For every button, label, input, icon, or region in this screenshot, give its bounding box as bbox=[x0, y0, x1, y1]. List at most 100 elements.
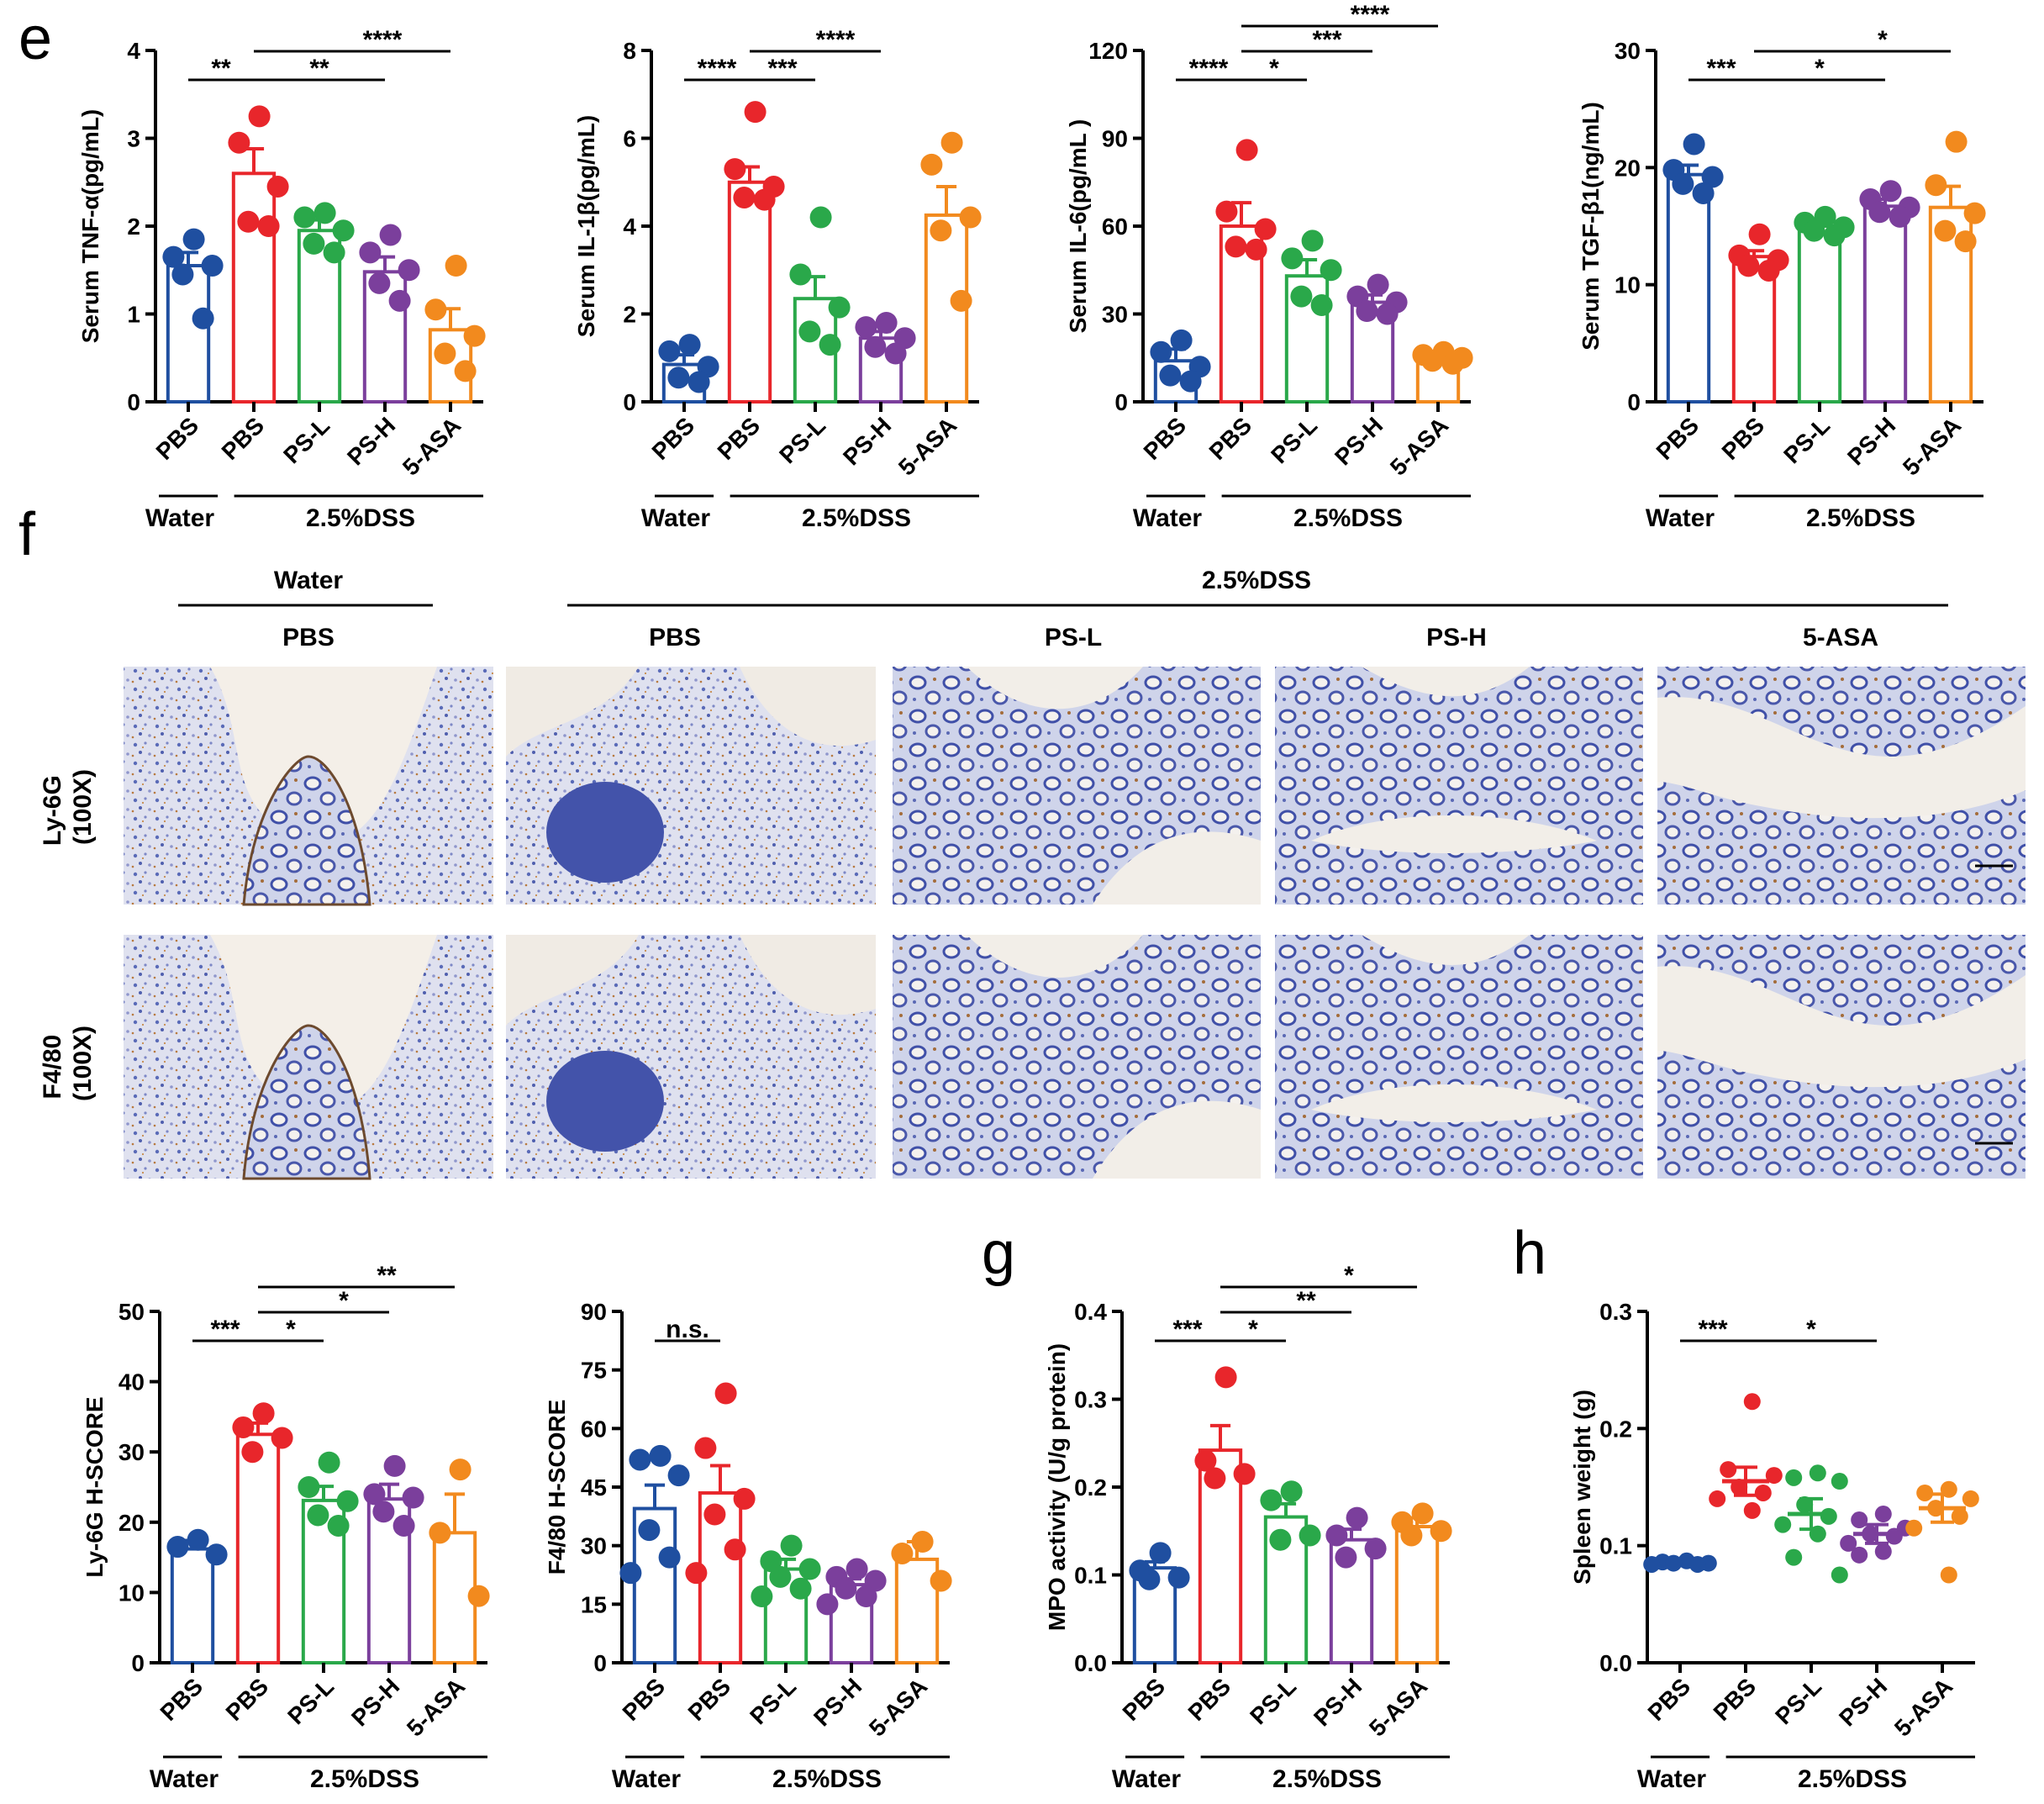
data-point bbox=[1785, 1548, 1803, 1566]
micrograph-r1-c4 bbox=[1657, 935, 2026, 1179]
micrograph-r0-c1 bbox=[506, 667, 876, 905]
x-tick-label: PS-H bbox=[1834, 1673, 1892, 1731]
data-point bbox=[1665, 1554, 1683, 1572]
data-point bbox=[789, 263, 812, 286]
data-point bbox=[1874, 1506, 1892, 1523]
data-point bbox=[363, 1483, 386, 1506]
x-tick-label: PS-H bbox=[809, 1673, 867, 1731]
group-label-dss: 2.5%DSS bbox=[1272, 1765, 1382, 1793]
y-axis-label: Serum IL-6(pg/mL ) bbox=[1065, 119, 1091, 334]
data-point bbox=[1916, 1484, 1934, 1501]
data-point bbox=[1290, 285, 1313, 308]
data-point bbox=[1269, 1528, 1292, 1551]
data-point bbox=[940, 131, 963, 154]
bar bbox=[1862, 204, 1908, 404]
y-tick-label: 4 bbox=[127, 38, 140, 64]
data-point bbox=[1701, 166, 1724, 188]
y-tick-label: 0.4 bbox=[1074, 1299, 1107, 1325]
histology-row-0-label: Ly-6G (100X) bbox=[39, 768, 97, 846]
x-tick-label: PBS bbox=[1643, 1673, 1696, 1726]
micrograph-r0-c4 bbox=[1657, 667, 2026, 905]
data-point bbox=[1376, 303, 1399, 325]
data-point bbox=[891, 1542, 914, 1564]
y-tick-label: 10 bbox=[119, 1580, 145, 1606]
y-tick-label: 90 bbox=[581, 1299, 607, 1325]
data-point bbox=[1851, 1546, 1868, 1564]
data-point bbox=[1325, 1524, 1348, 1547]
y-tick-label: 8 bbox=[623, 38, 636, 64]
data-point bbox=[467, 1585, 490, 1607]
data-point bbox=[1643, 1555, 1661, 1573]
x-tick-label: PBS bbox=[618, 1673, 671, 1726]
data-point bbox=[1346, 1506, 1368, 1529]
data-point bbox=[1925, 174, 1947, 197]
sig-label: * bbox=[1878, 26, 1888, 54]
data-point bbox=[658, 340, 681, 362]
data-point bbox=[798, 320, 821, 343]
x-tick-label: PS-L bbox=[1266, 412, 1322, 468]
y-tick-label: 4 bbox=[623, 214, 636, 240]
data-point bbox=[724, 158, 746, 181]
data-point bbox=[266, 175, 289, 198]
y-tick-label: 30 bbox=[1615, 38, 1641, 64]
micrograph-r0-c0 bbox=[124, 667, 493, 906]
data-point bbox=[1889, 205, 1911, 228]
x-tick-label: PBS bbox=[155, 1673, 208, 1726]
histology-row-1-label: F4/80 (100X) bbox=[39, 1026, 97, 1101]
y-tick-label: 50 bbox=[119, 1299, 145, 1325]
data-point bbox=[1885, 1527, 1903, 1545]
data-point bbox=[293, 206, 316, 229]
data-point bbox=[1868, 201, 1891, 224]
data-point bbox=[911, 1531, 934, 1553]
data-point bbox=[1809, 1464, 1826, 1482]
histology-col-2: PS-L bbox=[1045, 624, 1102, 651]
group-label-water: Water bbox=[612, 1765, 682, 1793]
data-point bbox=[1281, 247, 1304, 270]
data-point bbox=[1934, 219, 1957, 242]
data-point bbox=[1840, 1534, 1857, 1552]
data-point bbox=[1367, 273, 1389, 296]
data-point bbox=[1245, 238, 1267, 261]
sig-label: **** bbox=[1351, 1, 1390, 29]
y-tick-label: 60 bbox=[581, 1416, 607, 1442]
data-point bbox=[252, 1402, 275, 1425]
data-point bbox=[359, 241, 382, 264]
data-point bbox=[1748, 223, 1771, 245]
histology-grid bbox=[124, 667, 2026, 1180]
data-point bbox=[1400, 1524, 1423, 1547]
y-tick-label: 10 bbox=[1615, 272, 1641, 298]
data-point bbox=[1803, 219, 1825, 242]
data-point bbox=[368, 272, 391, 294]
data-point bbox=[248, 105, 271, 128]
data-point bbox=[1731, 1479, 1748, 1495]
y-tick-label: 0 bbox=[127, 389, 140, 415]
y-tick-label: 0.3 bbox=[1074, 1387, 1107, 1413]
x-tick-label: PBS bbox=[1652, 412, 1704, 465]
data-point bbox=[237, 210, 260, 233]
data-point bbox=[327, 1514, 350, 1537]
y-axis-label: Ly-6G H-SCORE bbox=[82, 1396, 108, 1577]
data-point bbox=[1951, 1507, 1968, 1525]
x-tick-label: PBS bbox=[683, 1673, 736, 1726]
data-point bbox=[1310, 294, 1333, 317]
data-point bbox=[1737, 255, 1760, 277]
y-axis-label: Serum TNF-α(pg/mL) bbox=[77, 109, 103, 344]
group-label-water: Water bbox=[1637, 1765, 1707, 1793]
panel-label-f: f bbox=[18, 501, 36, 568]
y-tick-label: 0.3 bbox=[1599, 1299, 1632, 1325]
data-point bbox=[388, 289, 411, 312]
data-point bbox=[201, 255, 224, 277]
bar bbox=[894, 1557, 940, 1664]
y-tick-label: 2 bbox=[127, 214, 140, 240]
data-point bbox=[228, 131, 250, 154]
data-point bbox=[1149, 1542, 1172, 1564]
x-tick-label: 5-ASA bbox=[402, 1673, 470, 1741]
sig-label: *** bbox=[210, 1316, 240, 1343]
data-point bbox=[828, 296, 851, 319]
data-point bbox=[638, 1519, 661, 1542]
sig-label: ** bbox=[1296, 1287, 1316, 1315]
data-point bbox=[780, 1534, 803, 1557]
